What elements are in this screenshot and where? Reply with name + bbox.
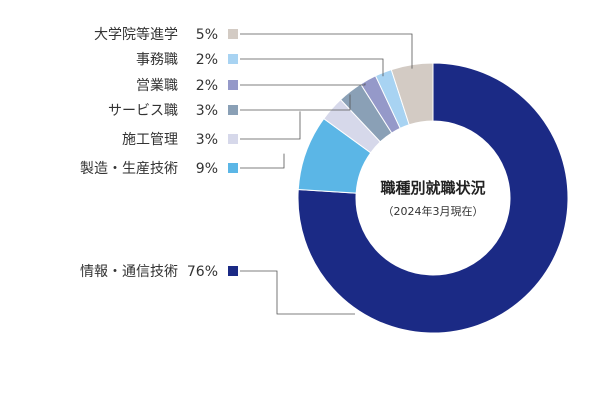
- legend-swatch: [228, 134, 238, 144]
- legend-value: 2%: [196, 78, 218, 94]
- leader-line: [240, 83, 366, 86]
- leader-line: [240, 33, 413, 69]
- legend-value: 3%: [196, 132, 218, 148]
- legend-value: 76%: [187, 264, 218, 280]
- legend-swatch: [228, 163, 238, 173]
- legend-swatch: [228, 266, 238, 276]
- legend-swatch: [228, 54, 238, 64]
- legend-label: 営業職: [136, 78, 178, 94]
- leader-line: [240, 153, 285, 169]
- legend-label: サービス職: [108, 103, 178, 119]
- leader-lines: [240, 33, 413, 315]
- legend-swatch: [228, 105, 238, 115]
- donut-slice: [390, 62, 434, 126]
- chart-title: 職種別就職状況: [380, 179, 485, 197]
- legend-label: 大学院等進学: [94, 26, 178, 43]
- chart-subtitle: （2024年3月現在）: [383, 204, 484, 218]
- leader-line: [240, 58, 384, 77]
- legend: 大学院等進学 5% 事務職 2% 営業職 2% サービス職 3% 施工管理 3% 製造・生産技術 9%…: [80, 26, 238, 280]
- leader-line: [240, 94, 351, 111]
- legend-value: 9%: [196, 161, 218, 177]
- legend-value: 2%: [196, 52, 218, 68]
- legend-swatch: [228, 29, 238, 39]
- leader-line: [240, 270, 355, 315]
- legend-swatch: [228, 80, 238, 90]
- legend-value: 5%: [196, 27, 218, 43]
- legend-label: 事務職: [136, 52, 178, 68]
- leader-line: [240, 111, 301, 140]
- legend-label: 情報・通信技術: [80, 264, 178, 280]
- legend-label: 製造・生産技術: [80, 161, 178, 177]
- legend-label: 施工管理: [122, 132, 178, 148]
- legend-value: 3%: [196, 103, 218, 119]
- donut-slice: [297, 62, 569, 334]
- donut-slices: [297, 62, 569, 334]
